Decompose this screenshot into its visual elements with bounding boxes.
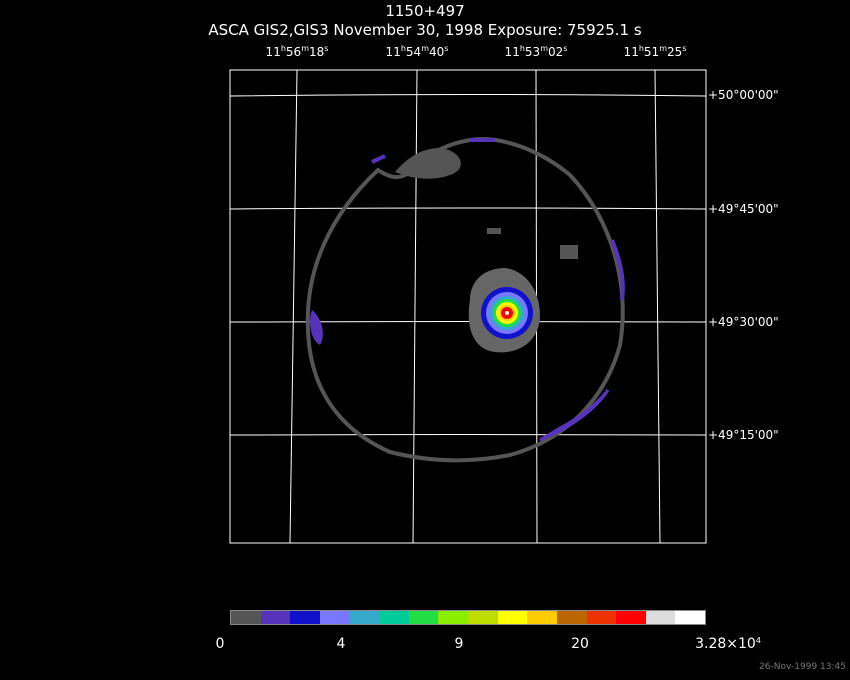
plot-frame [229,69,707,544]
dec-label-2: +49°45'00" [708,202,779,216]
colorbar-swatch [408,611,439,624]
colorbar-swatch [260,611,291,624]
source-contours [468,268,540,353]
colorbar-swatch [675,611,705,624]
ra-label-4: 11h51m25s [623,44,687,59]
colorbar-swatch [616,611,646,624]
colorbar-label-20: 20 [571,636,589,652]
colorbar-swatch [290,611,320,624]
image-title: 1150+497 [385,2,465,20]
colorbar-swatch [379,611,409,624]
colorbar-label-9: 9 [454,636,464,652]
colorbar-label-max: 3.28×104 [695,636,761,652]
colorbar-swatch [468,611,498,624]
colorbar-swatch [556,611,587,624]
colorbar-swatch [438,611,468,624]
coordinate-grid [229,69,707,544]
dec-label-1: +50°00'00" [708,88,779,102]
colorbar-swatch [349,611,380,624]
ra-label-2: 11h54m40s [385,44,449,59]
detector-field-outline [305,137,625,463]
colorbar-label-4: 4 [336,636,346,652]
colorbar-swatch [319,611,350,624]
colorbar-swatch [231,611,261,624]
dec-label-3: +49°30'00" [708,315,779,329]
ra-label-1: 11h56m18s [265,44,329,59]
color-scale-bar [230,610,706,625]
timestamp: 26-Nov-1999 13:45 [759,662,846,672]
colorbar-swatch [527,611,557,624]
colorbar-label-0: 0 [215,636,225,652]
dec-label-4: +49°15'00" [708,428,779,442]
colorbar-swatch [497,611,528,624]
observation-subtitle: ASCA GIS2,GIS3 November 30, 1998 Exposur… [208,21,642,39]
ra-label-3: 11h53m02s [504,44,568,59]
colorbar-swatch [645,611,676,624]
colorbar-swatch [586,611,617,624]
